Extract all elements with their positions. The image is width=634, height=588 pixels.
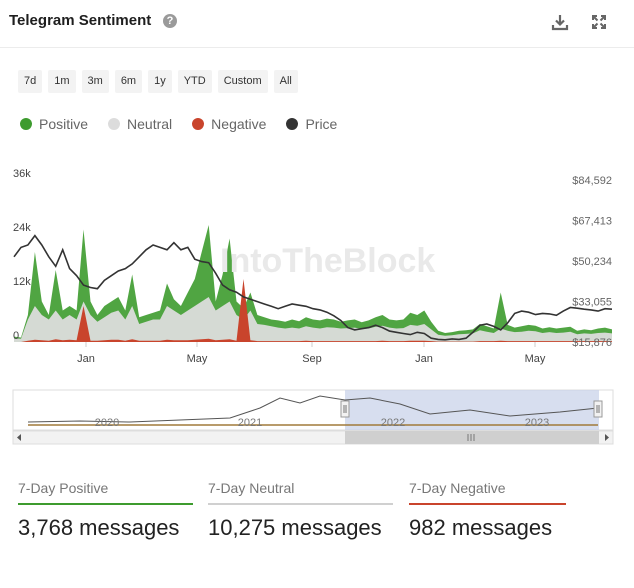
y-axis-left: 0 12k 24k 36k <box>13 168 31 342</box>
legend-dot-icon <box>108 118 121 130</box>
x-axis: Jan May Sep Jan May <box>77 342 546 365</box>
stat-bar <box>18 503 193 505</box>
range-ytd-button[interactable]: YTD <box>177 70 212 93</box>
x-tick-label: May <box>187 353 208 365</box>
navigator-year-label: 2022 <box>381 417 405 429</box>
y-left-tick-label: 24k <box>13 222 31 234</box>
y-right-tick-label: $50,234 <box>572 256 612 268</box>
main-plot <box>13 225 613 342</box>
range-3m-button[interactable]: 3m <box>81 70 109 93</box>
range-selector: 7d 1m 3m 6m 1y YTD Custom All <box>18 70 298 93</box>
x-tick-label: Jan <box>77 353 95 365</box>
stat-value: 982 messages <box>409 515 553 540</box>
x-tick-label: Jan <box>415 353 433 365</box>
widget-title: Telegram Sentiment <box>9 12 152 29</box>
stat-label: 7-Day Neutral <box>208 480 295 496</box>
stat-value: 3,768 messages <box>18 515 180 540</box>
y-right-tick-label: $84,592 <box>572 175 612 187</box>
stat-positive: 7-Day Positive 3,768 messages <box>18 480 193 541</box>
watermark: IntoTheBlock <box>220 242 435 280</box>
stat-neutral: 7-Day Neutral 10,275 messages <box>208 480 393 541</box>
download-icon[interactable] <box>550 12 570 32</box>
expand-icon[interactable] <box>589 12 609 32</box>
series-price-line <box>13 234 613 341</box>
scroll-left-arrow-icon[interactable] <box>17 434 21 441</box>
navigator-right-handle[interactable] <box>593 400 603 418</box>
navigator-year-label: 2023 <box>525 417 549 429</box>
range-1m-button[interactable]: 1m <box>48 70 76 93</box>
stat-negative: 7-Day Negative 982 messages <box>409 480 566 541</box>
legend-dot-icon <box>286 118 299 130</box>
question-circle-icon[interactable]: ? <box>163 14 177 28</box>
navigator-price-line <box>27 395 599 423</box>
stat-bar <box>409 503 566 505</box>
legend-item-neutral[interactable]: Neutral <box>108 116 172 132</box>
navigator-year-label: 2020 <box>95 417 119 429</box>
range-custom-button[interactable]: Custom <box>217 70 268 93</box>
x-tick-label: May <box>525 353 546 365</box>
legend-dot-icon <box>192 118 205 130</box>
legend-label: Positive <box>39 116 89 132</box>
sentiment-chart[interactable]: IntoTheBlock 0 12k 24k 36k $15,876 $33,055 $5… <box>0 160 634 450</box>
navigator-scrollbar-thumb[interactable] <box>345 431 599 444</box>
navigator[interactable]: 2020 2021 2022 2023 <box>12 389 614 445</box>
widget-header: Telegram Sentiment ? <box>0 0 634 48</box>
navigator-year-label: 2021 <box>238 417 262 429</box>
chart-legend: Positive Neutral Negative Price <box>20 116 337 132</box>
navigator-left-handle[interactable] <box>340 400 350 418</box>
range-1y-button[interactable]: 1y <box>148 70 172 93</box>
legend-label: Negative <box>211 116 267 132</box>
series-neutral-area <box>14 297 612 342</box>
range-7d-button[interactable]: 7d <box>18 70 43 93</box>
y-left-tick-label: 36k <box>13 168 31 180</box>
y-axis-right: $15,876 $33,055 $50,234 $67,413 $84,592 <box>572 175 612 349</box>
y-left-tick-label: 0 <box>13 330 19 342</box>
legend-label: Neutral <box>127 116 173 132</box>
legend-dot-icon <box>20 118 32 130</box>
stat-bar <box>208 503 393 505</box>
y-right-tick-label: $15,876 <box>572 337 612 349</box>
y-right-tick-label: $33,055 <box>572 297 612 309</box>
scroll-right-arrow-icon[interactable] <box>605 434 609 441</box>
y-right-tick-label: $67,413 <box>572 216 612 228</box>
y-left-tick-label: 12k <box>13 276 31 288</box>
range-all-button[interactable]: All <box>273 70 298 93</box>
range-6m-button[interactable]: 6m <box>114 70 143 93</box>
legend-item-negative[interactable]: Negative <box>192 116 266 132</box>
legend-item-price[interactable]: Price <box>286 116 337 132</box>
legend-label: Price <box>305 116 338 132</box>
x-tick-label: Sep <box>302 353 322 365</box>
stat-value: 10,275 messages <box>208 515 382 540</box>
legend-item-positive[interactable]: Positive <box>20 116 88 132</box>
stat-label: 7-Day Positive <box>18 480 109 496</box>
stat-label: 7-Day Negative <box>409 480 506 496</box>
